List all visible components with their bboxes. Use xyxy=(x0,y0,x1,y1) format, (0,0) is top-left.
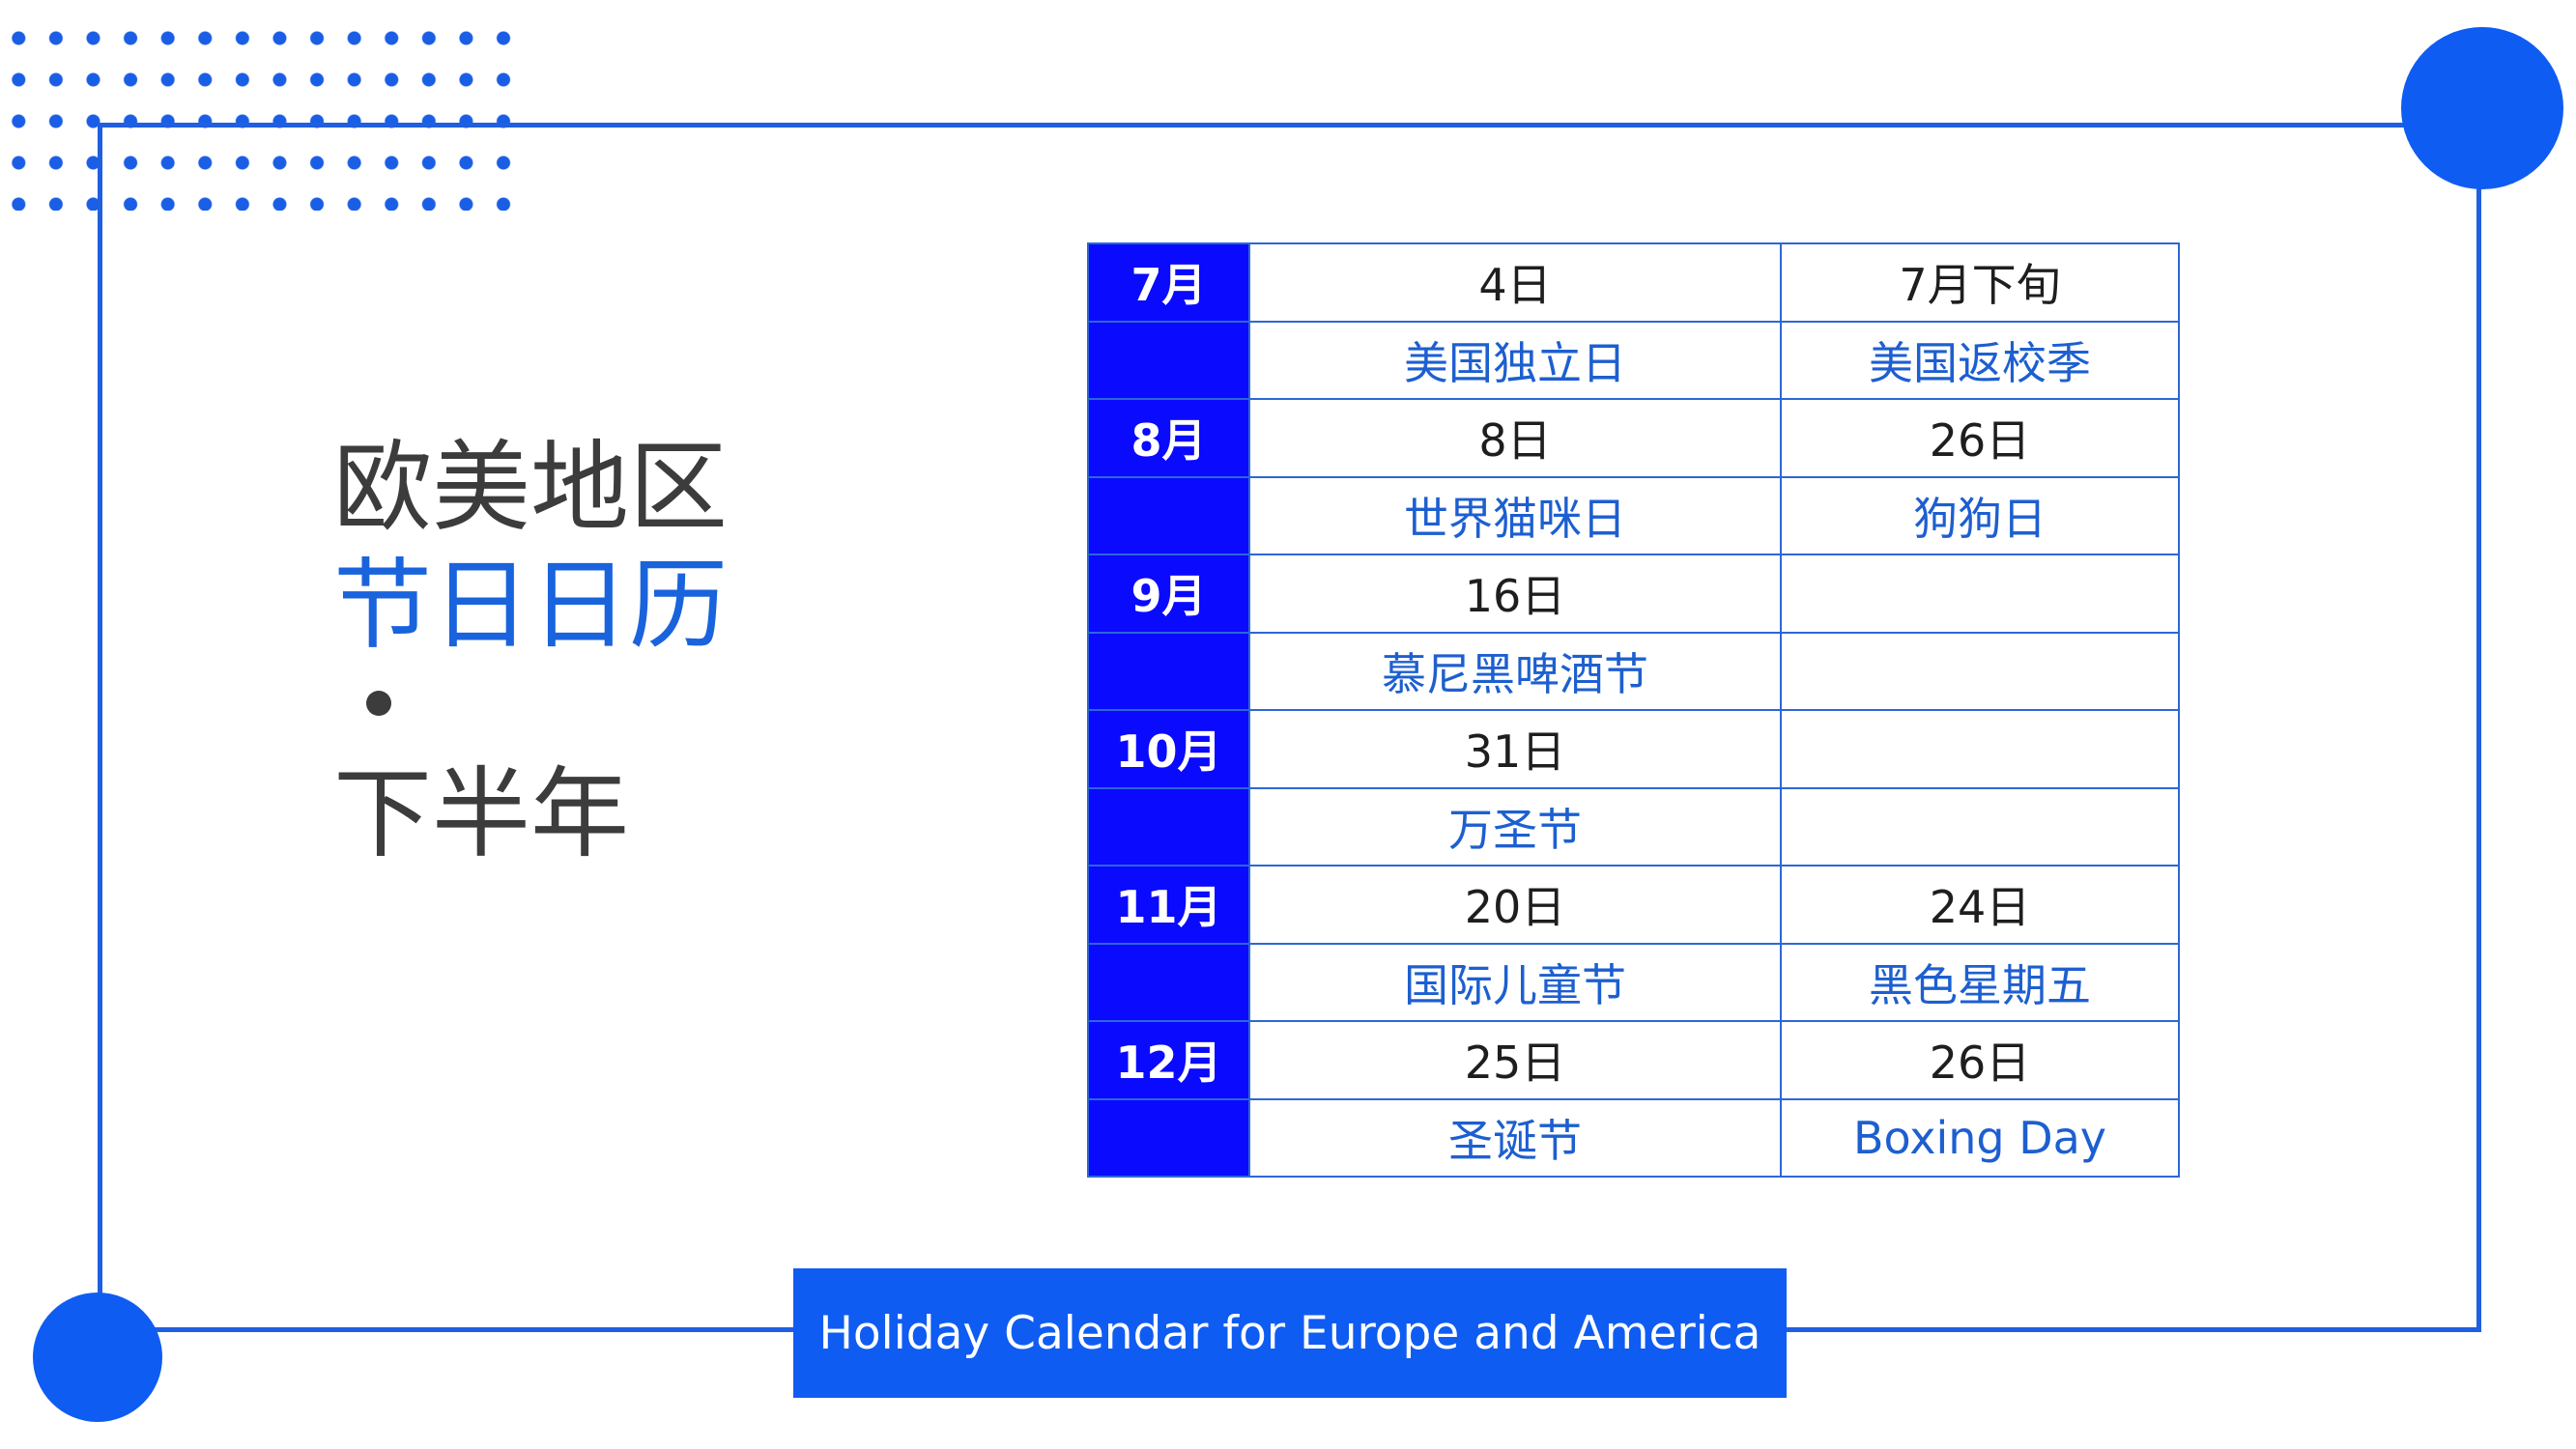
decorative-circle-bottom-left xyxy=(33,1293,162,1422)
month-spacer xyxy=(1087,786,1250,867)
month-label: 11月 xyxy=(1087,865,1250,945)
subtitle-banner: Holiday Calendar for Europe and America xyxy=(793,1268,1787,1398)
title-bullet xyxy=(366,691,391,716)
holiday-name: 狗狗日 xyxy=(1780,475,2180,555)
holiday-date: 24日 xyxy=(1780,865,2180,945)
calendar-name-row: 美国独立日 美国返校季 xyxy=(1087,320,2180,400)
calendar-name-row: 慕尼黑啤酒节 xyxy=(1087,631,2180,711)
month-label: 12月 xyxy=(1087,1020,1250,1100)
holiday-date: 7月下旬 xyxy=(1780,242,2180,323)
holiday-name: 美国返校季 xyxy=(1780,320,2180,400)
holiday-name xyxy=(1780,631,2180,711)
calendar-name-row: 国际儿童节 黑色星期五 xyxy=(1087,942,2180,1022)
calendar-name-row: 圣诞节 Boxing Day xyxy=(1087,1097,2180,1178)
holiday-date: 4日 xyxy=(1248,242,1782,323)
holiday-name: 国际儿童节 xyxy=(1248,942,1782,1022)
holiday-date: 8日 xyxy=(1248,398,1782,478)
decorative-circle-top-right xyxy=(2401,27,2563,189)
holiday-date: 16日 xyxy=(1248,554,1782,634)
holiday-date xyxy=(1780,709,2180,789)
month-label: 7月 xyxy=(1087,242,1250,323)
title-line-half-year: 下半年 xyxy=(333,757,629,872)
month-spacer xyxy=(1087,942,1250,1022)
holiday-name: 圣诞节 xyxy=(1248,1097,1782,1178)
calendar-name-row: 万圣节 xyxy=(1087,786,2180,867)
month-label: 10月 xyxy=(1087,709,1250,789)
subtitle-banner-text: Holiday Calendar for Europe and America xyxy=(818,1306,1761,1360)
holiday-date: 31日 xyxy=(1248,709,1782,789)
page-title: 欧美地区 节日日历 下半年 xyxy=(333,430,728,874)
holiday-name: Boxing Day xyxy=(1780,1097,2180,1178)
calendar-name-row: 世界猫咪日 狗狗日 xyxy=(1087,475,2180,555)
decorative-dot-pattern xyxy=(0,17,527,211)
holiday-date: 25日 xyxy=(1248,1020,1782,1100)
holiday-name: 慕尼黑啤酒节 xyxy=(1248,631,1782,711)
calendar-date-row: 7月 4日 7月下旬 xyxy=(1087,242,2180,323)
calendar-date-row: 11月 20日 24日 xyxy=(1087,865,2180,945)
calendar-date-row: 10月 31日 xyxy=(1087,709,2180,789)
title-line-calendar: 节日日历 xyxy=(333,549,728,664)
month-spacer xyxy=(1087,631,1250,711)
holiday-date: 26日 xyxy=(1780,1020,2180,1100)
holiday-date: 20日 xyxy=(1248,865,1782,945)
title-line-region: 欧美地区 xyxy=(333,431,728,546)
holiday-name xyxy=(1780,786,2180,867)
holiday-name: 世界猫咪日 xyxy=(1248,475,1782,555)
holiday-name: 黑色星期五 xyxy=(1780,942,2180,1022)
calendar-date-row: 12月 25日 26日 xyxy=(1087,1020,2180,1100)
holiday-date xyxy=(1780,554,2180,634)
holiday-name: 美国独立日 xyxy=(1248,320,1782,400)
month-label: 8月 xyxy=(1087,398,1250,478)
month-spacer xyxy=(1087,1097,1250,1178)
calendar-date-row: 8月 8日 26日 xyxy=(1087,398,2180,478)
month-label: 9月 xyxy=(1087,554,1250,634)
month-spacer xyxy=(1087,475,1250,555)
holiday-name: 万圣节 xyxy=(1248,786,1782,867)
holiday-date: 26日 xyxy=(1780,398,2180,478)
month-spacer xyxy=(1087,320,1250,400)
holiday-calendar-table: 7月 4日 7月下旬 美国独立日 美国返校季 8月 8日 26日 世界猫咪日 狗狗日 9月 16日 慕尼… xyxy=(1087,242,2180,1178)
calendar-date-row: 9月 16日 xyxy=(1087,554,2180,634)
